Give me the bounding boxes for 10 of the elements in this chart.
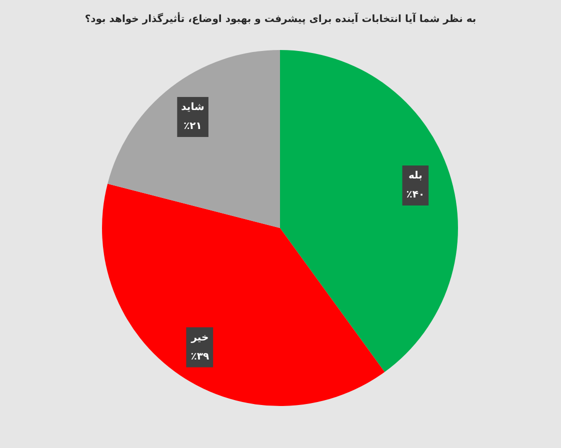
slice-label: شاید <box>181 102 204 113</box>
slice-label: بله <box>408 170 422 182</box>
pie-slice <box>102 184 385 406</box>
chart-title: به نظر شما آیا انتخابات آینده برای پیشرفت و بهبود اوضاع، تأثیرگذار خواهد بود؟ <box>84 12 476 25</box>
data-label: ٪۳۹ <box>190 351 210 362</box>
pie-slice <box>280 50 458 372</box>
pie-slice <box>108 50 280 228</box>
data-label: ٪۴۰ <box>406 189 425 200</box>
data-label: ٪۲۱ <box>184 120 202 132</box>
slice-label: خیر <box>190 332 209 344</box>
